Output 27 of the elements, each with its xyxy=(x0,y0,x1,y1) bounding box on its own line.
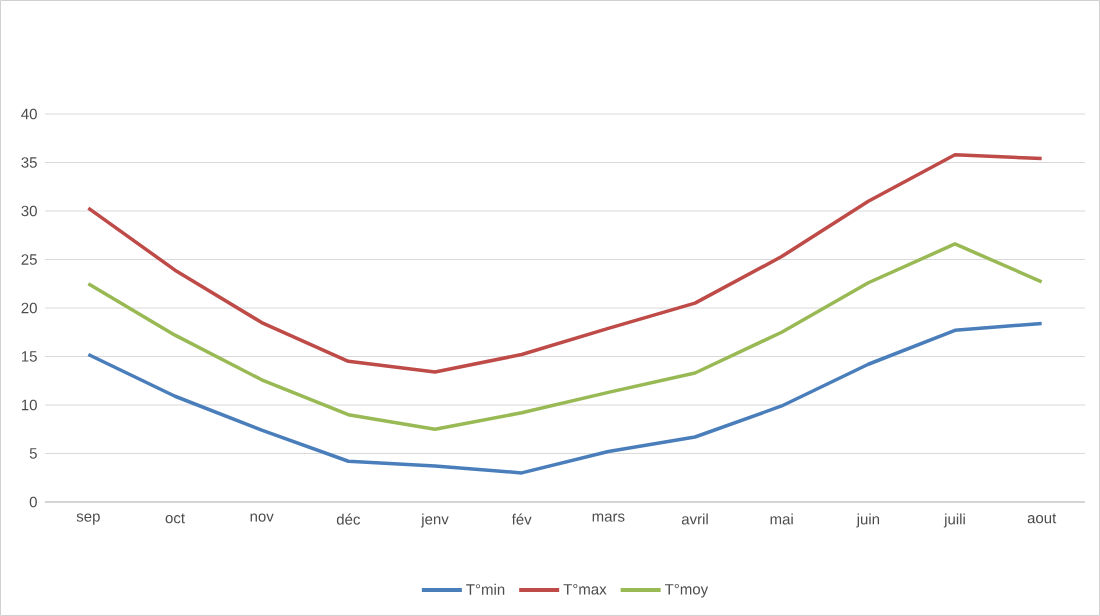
legend-label: T°moy xyxy=(664,583,709,598)
y-tick-label: 10 xyxy=(21,399,37,411)
legend-label: T°max xyxy=(563,583,607,595)
y-tick-label: 40 xyxy=(21,108,37,120)
line-series xyxy=(86,242,1044,431)
x-tick-label: déc xyxy=(336,513,361,525)
x-tick-label: juili xyxy=(943,513,965,528)
x-tick-label: jenv xyxy=(420,513,449,528)
x-tick-label: oct xyxy=(165,513,185,524)
line-series xyxy=(86,152,1044,374)
x-tick-label: fév xyxy=(511,513,532,525)
y-tick-label: 0 xyxy=(29,496,37,508)
y-tick-label: 35 xyxy=(21,157,37,168)
y-tick-label: 25 xyxy=(21,254,37,265)
x-tick-label: mai xyxy=(770,513,793,525)
x-tick-label: aout xyxy=(1027,513,1057,524)
y-tick-label: 15 xyxy=(21,351,37,362)
line-series xyxy=(86,321,1044,475)
legend-label: T°min xyxy=(466,583,505,595)
x-tick-label: juin xyxy=(856,513,880,528)
x-tick-label: nov xyxy=(250,513,274,522)
y-tick-label: 30 xyxy=(21,205,37,217)
x-tick-label: mars xyxy=(592,513,625,522)
x-tick-label: sep xyxy=(76,513,100,525)
y-tick-label: 20 xyxy=(21,302,37,314)
y-tick-label: 5 xyxy=(29,448,37,459)
x-tick-label: avril xyxy=(681,513,708,525)
